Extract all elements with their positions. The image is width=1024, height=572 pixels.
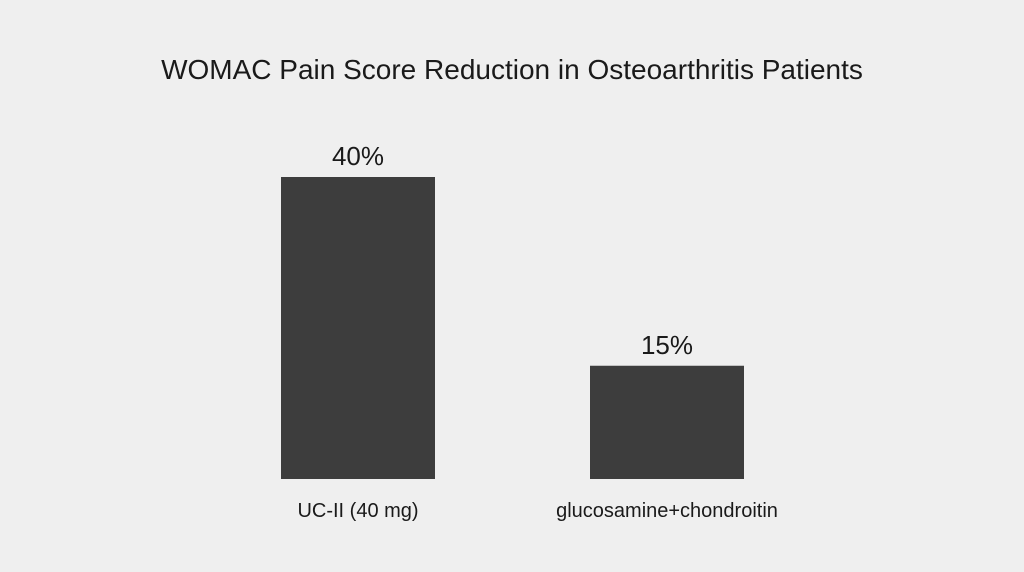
bar-0: [281, 177, 435, 479]
bar-1: [590, 365, 744, 479]
chart-title: WOMAC Pain Score Reduction in Osteoarthr…: [161, 54, 863, 85]
category-label-1: glucosamine+chondroitin: [556, 500, 778, 522]
value-label-1: 15%: [641, 330, 693, 360]
value-label-0: 40%: [332, 141, 384, 171]
category-label-0: UC-II (40 mg): [297, 500, 418, 522]
